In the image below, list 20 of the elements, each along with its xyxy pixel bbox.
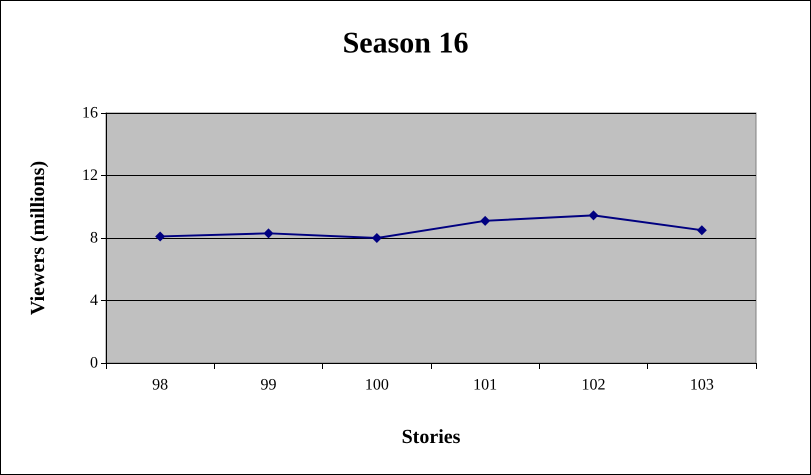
- x-tick-label: 100: [364, 376, 389, 394]
- x-tick-label: 103: [690, 376, 714, 394]
- point: [588, 210, 598, 220]
- y-axis-title: Viewers (millions): [27, 160, 49, 316]
- x-axis-title: Stories: [402, 426, 461, 448]
- x-tick-label: 98: [152, 376, 168, 394]
- chart-title: Season 16: [342, 26, 468, 60]
- y-tick-label: 4: [90, 292, 98, 309]
- point: [264, 228, 274, 238]
- y-tick-label: 8: [90, 230, 98, 246]
- point: [480, 216, 490, 226]
- x-tick-label: 102: [582, 376, 606, 394]
- x-tick-label: 99: [260, 376, 276, 394]
- y-tick-label: 16: [82, 104, 98, 122]
- y-tick-label: 0: [90, 354, 98, 372]
- point: [696, 225, 707, 236]
- point: [372, 233, 382, 243]
- x-tick-label: 101: [473, 376, 498, 394]
- y-tick-label: 12: [82, 167, 98, 184]
- point: [155, 231, 166, 242]
